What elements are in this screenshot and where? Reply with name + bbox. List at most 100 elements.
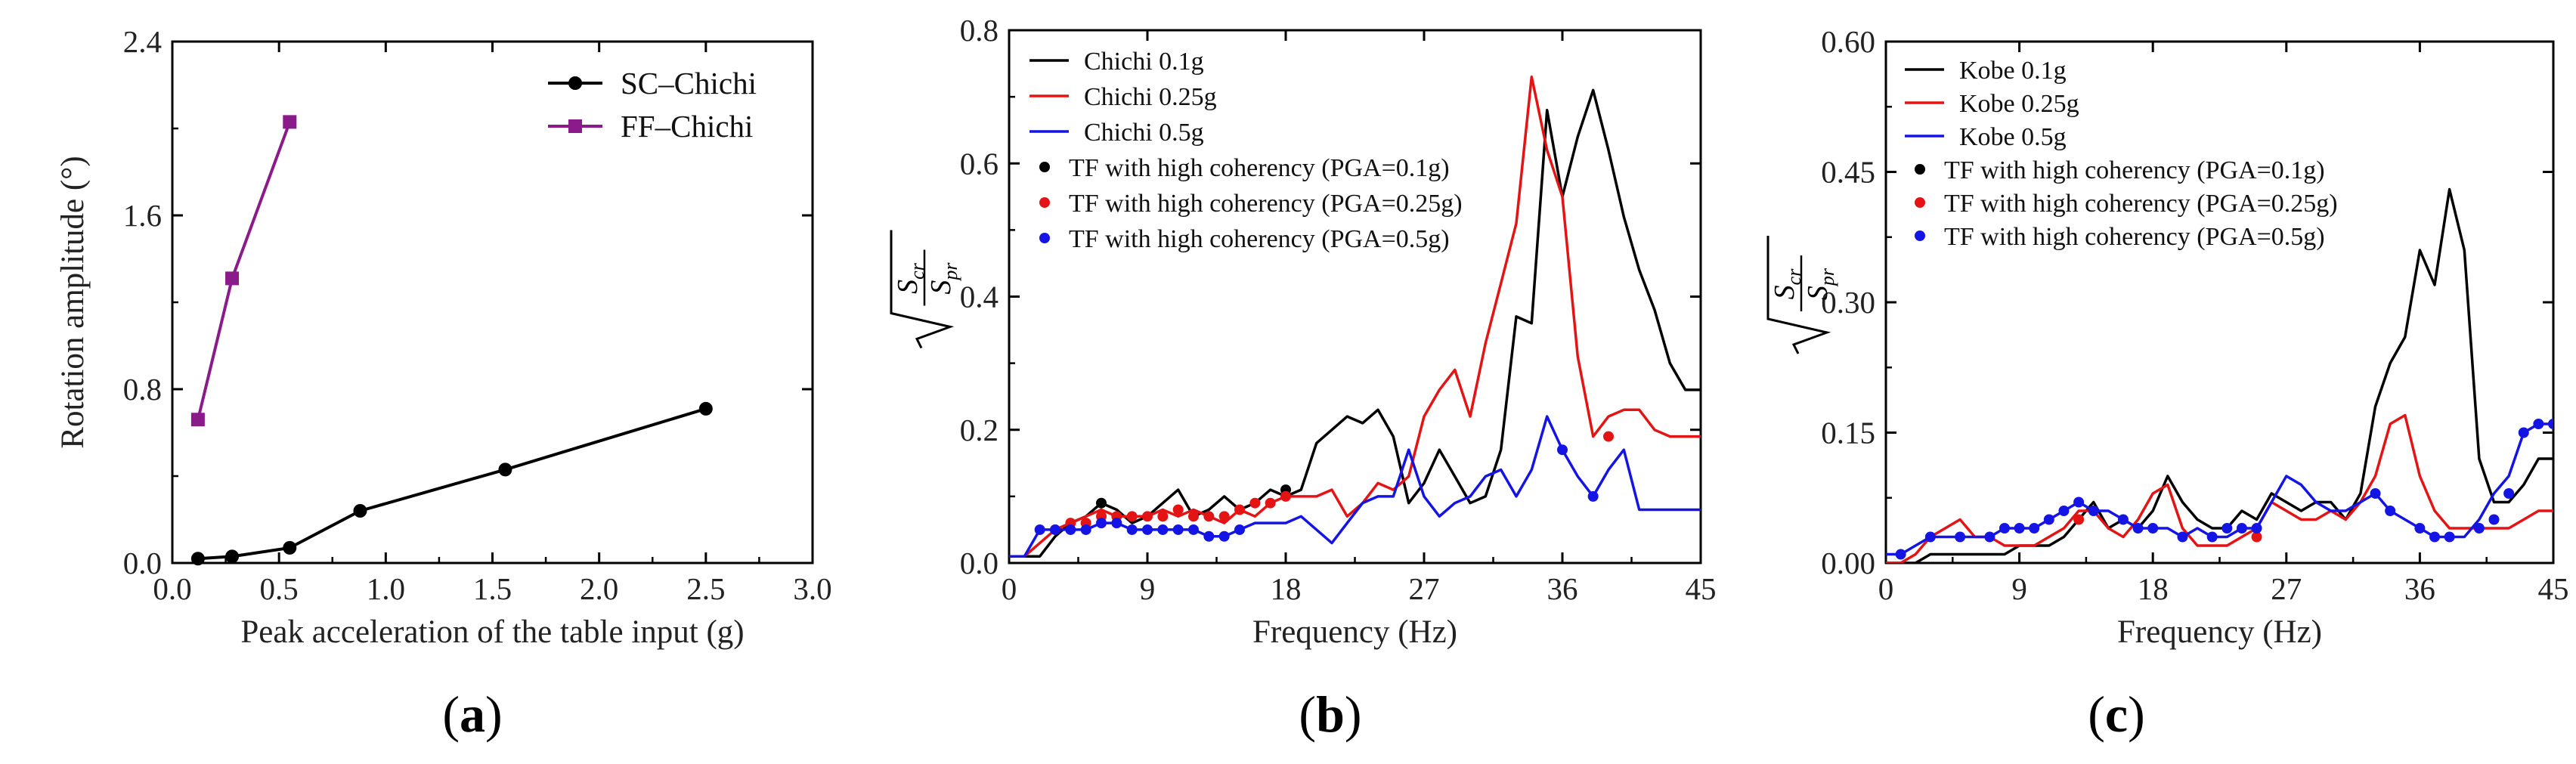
x-tick-label: 18 xyxy=(1271,571,1302,606)
y-tick-label: 2.4 xyxy=(123,24,162,59)
data-point xyxy=(2177,531,2188,543)
x-tick-label: 0 xyxy=(1002,571,1017,606)
y-tick-label: 0.45 xyxy=(1821,155,1875,190)
legend-label: Chichi 0.5g xyxy=(1084,119,1204,147)
y-axis-title: Rotation amplitude (°) xyxy=(55,156,91,448)
data-point xyxy=(2518,427,2529,438)
radical-sign xyxy=(1766,236,1831,354)
data-point xyxy=(2088,506,2099,516)
data-point xyxy=(2548,419,2553,429)
data-point xyxy=(2473,523,2485,534)
y-tick-label: 0.8 xyxy=(123,372,162,407)
y-tick-label: 0.6 xyxy=(960,146,999,181)
x-tick-label: 9 xyxy=(2011,571,2027,606)
data-point xyxy=(498,462,512,477)
series-tf-with-high-coherency-pga-0-25g xyxy=(1050,431,1614,535)
x-tick-label: 2.0 xyxy=(580,571,618,606)
legend-marker xyxy=(1915,197,1925,208)
x-tick-label: 27 xyxy=(2271,571,2302,606)
x-axis-title: Peak acceleration of the table input (g) xyxy=(240,614,744,650)
data-point xyxy=(1265,497,1276,509)
y-tick-label: 0.60 xyxy=(1821,24,1875,59)
series-ff-chichi xyxy=(190,115,297,427)
ratio-denominator: Spr xyxy=(925,262,961,295)
legend-label: TF with high coherency (PGA=0.5g) xyxy=(1069,225,1450,253)
data-point xyxy=(1249,497,1261,509)
legend-label: Kobe 0.25g xyxy=(1959,90,2079,118)
x-tick-label: 3.0 xyxy=(793,571,831,606)
data-point xyxy=(283,115,297,129)
x-tick-label: 1.0 xyxy=(367,571,405,606)
data-point xyxy=(2221,523,2233,534)
data-point xyxy=(1157,524,1169,535)
series-sc-chichi xyxy=(190,401,713,566)
legend-marker xyxy=(1039,197,1050,208)
legend: Chichi 0.1g Chichi 0.25g Chichi 0.5g TF wit… xyxy=(1029,48,1463,253)
data-point xyxy=(2147,523,2159,534)
data-point xyxy=(2251,523,2262,534)
x-tick-label: 0.0 xyxy=(153,571,191,606)
panel-label-a: (a) xyxy=(442,685,502,743)
data-point xyxy=(1157,511,1169,522)
data-point xyxy=(190,552,205,566)
series-chichi-0-25g xyxy=(1009,75,1701,558)
series-line xyxy=(1886,422,2553,556)
data-point xyxy=(1111,518,1122,529)
data-point xyxy=(1096,518,1107,529)
series-tf-with-high-coherency-pga-0-5g xyxy=(1034,444,1599,542)
y-tick-label: 0.00 xyxy=(1821,546,1875,580)
legend-label: TF with high coherency (PGA=0.25g) xyxy=(1944,190,2338,218)
data-point xyxy=(1096,497,1107,509)
legend: SC–Chichi FF–Chichi xyxy=(548,66,757,144)
data-point xyxy=(1280,490,1291,502)
data-point xyxy=(1984,531,1995,543)
data-point xyxy=(1955,531,1966,543)
data-point xyxy=(1999,523,2010,534)
data-point xyxy=(2370,488,2381,499)
x-tick-label: 45 xyxy=(2538,571,2569,606)
legend-marker xyxy=(568,76,582,90)
subscript: pr xyxy=(940,262,961,282)
data-point xyxy=(2236,523,2247,534)
legend-label: Kobe 0.5g xyxy=(1959,123,2067,151)
ratio-numerator: Scr xyxy=(892,262,928,294)
x-tick-label: 27 xyxy=(1409,571,1440,606)
data-point xyxy=(698,401,713,416)
x-tick-label: 45 xyxy=(1686,571,1717,606)
data-point xyxy=(1172,524,1184,535)
data-point xyxy=(2385,506,2396,516)
data-point xyxy=(2014,523,2025,534)
data-point xyxy=(1587,490,1599,502)
legend-marker xyxy=(568,119,582,133)
x-tick-label: 1.5 xyxy=(473,571,512,606)
series-line xyxy=(1009,415,1701,558)
legend-label: SC–Chichi xyxy=(621,66,757,101)
data-point xyxy=(1142,511,1153,522)
data-point xyxy=(1065,524,1076,535)
legend-label: Kobe 0.1g xyxy=(1959,57,2067,85)
data-point xyxy=(1557,444,1568,456)
x-tick-label: 18 xyxy=(2138,571,2169,606)
series-tf-with-high-coherency-pga-0-25g xyxy=(2073,514,2262,543)
radical-sign xyxy=(890,230,955,349)
legend-marker xyxy=(1915,164,1925,175)
legend-label: TF with high coherency (PGA=0.1g) xyxy=(1069,154,1450,182)
panel-label-c: (c) xyxy=(2088,685,2145,743)
data-point xyxy=(1895,549,1906,560)
x-tick-label: 2.5 xyxy=(686,571,725,606)
data-point xyxy=(2444,531,2455,543)
plot-frame xyxy=(1884,40,2555,564)
legend-marker xyxy=(1039,233,1050,243)
data-point xyxy=(1218,530,1230,542)
x-axis-title: Frequency (Hz) xyxy=(1252,614,1457,650)
data-point xyxy=(2206,531,2218,543)
y-tick-label: 0.2 xyxy=(960,413,999,447)
legend-marker xyxy=(1039,162,1050,172)
data-point xyxy=(2132,523,2144,534)
legend-label: TF with high coherency (PGA=0.25g) xyxy=(1069,190,1463,218)
data-point xyxy=(1050,524,1060,535)
x-tick-label: 0.5 xyxy=(260,571,299,606)
